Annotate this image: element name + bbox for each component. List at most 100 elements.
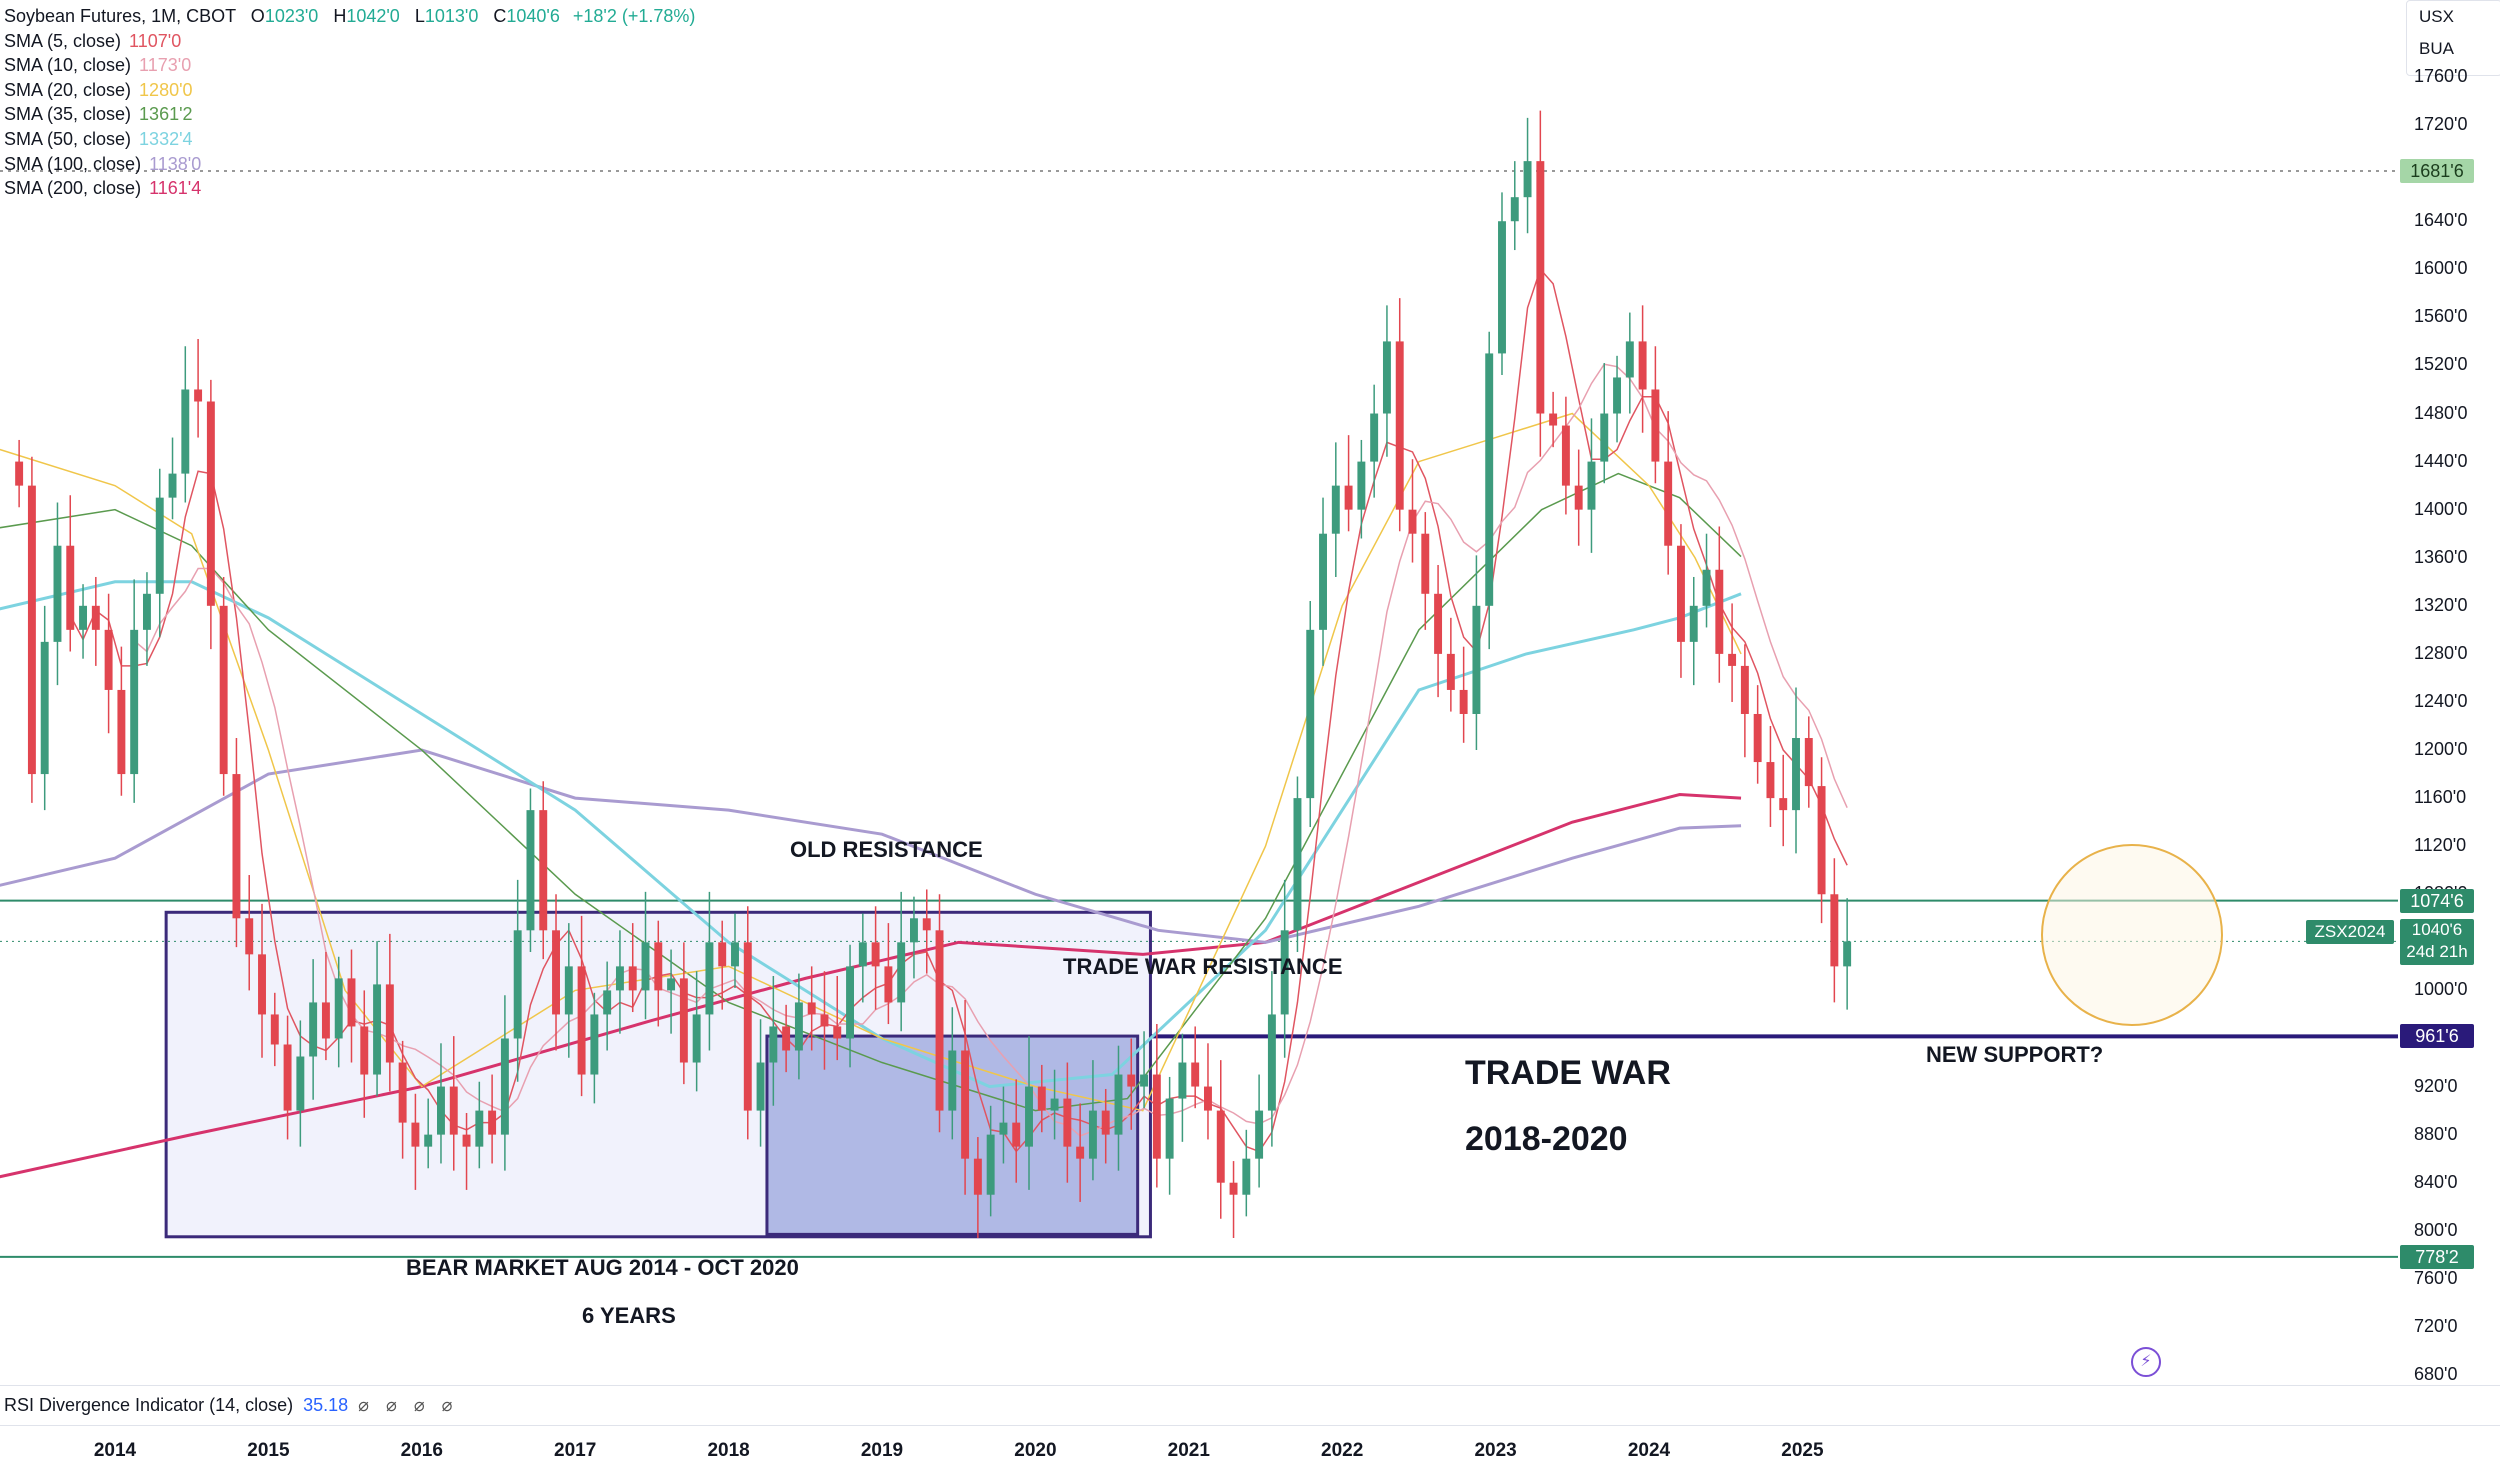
candle-body[interactable] [948, 1050, 957, 1111]
candle-body[interactable] [1216, 1110, 1225, 1183]
candle-body[interactable] [973, 1158, 982, 1195]
candle-body[interactable] [743, 942, 752, 1111]
candle-body[interactable] [1242, 1158, 1251, 1195]
candle-body[interactable] [1664, 461, 1673, 546]
candle-body[interactable] [1421, 533, 1430, 594]
candle-body[interactable] [1779, 798, 1788, 811]
candle-body[interactable] [1178, 1062, 1187, 1099]
candle-body[interactable] [1472, 605, 1481, 714]
candle-body[interactable] [526, 810, 535, 931]
candle-body[interactable] [1676, 545, 1685, 642]
candle-body[interactable] [935, 930, 944, 1111]
symbol-primary[interactable]: USX [2419, 7, 2454, 26]
candle-body[interactable] [1114, 1074, 1123, 1135]
candle-body[interactable] [909, 918, 918, 943]
candle-body[interactable] [513, 930, 522, 1039]
rsi-settings-icons[interactable]: ⌀ ⌀ ⌀ ⌀ [358, 1395, 459, 1415]
candle-body[interactable] [1651, 389, 1660, 462]
candle-body[interactable] [1728, 653, 1737, 666]
candle-body[interactable] [449, 1086, 458, 1135]
candle-body[interactable] [1600, 413, 1609, 462]
candle-body[interactable] [628, 966, 637, 991]
candle-body[interactable] [1740, 665, 1749, 714]
candle-body[interactable] [1434, 593, 1443, 654]
candle-body[interactable] [603, 990, 612, 1015]
candle-body[interactable] [488, 1110, 497, 1135]
candle-body[interactable] [15, 461, 24, 486]
candle-body[interactable] [1804, 738, 1813, 787]
candle-body[interactable] [104, 629, 113, 690]
candle-body[interactable] [1395, 341, 1404, 510]
candle-body[interactable] [1165, 1098, 1174, 1159]
candle-body[interactable] [1702, 569, 1711, 606]
candle-body[interactable] [820, 1014, 829, 1027]
candle-body[interactable] [1510, 197, 1519, 222]
candle-body[interactable] [27, 485, 36, 775]
candle-body[interactable] [500, 1038, 509, 1135]
candle-body[interactable] [373, 984, 382, 1075]
candle-body[interactable] [1229, 1182, 1238, 1195]
candle-body[interactable] [411, 1122, 420, 1147]
candle-body[interactable] [1306, 629, 1315, 799]
candle-body[interactable] [1625, 341, 1634, 378]
candle-body[interactable] [283, 1044, 292, 1111]
candle-body[interactable] [1536, 161, 1545, 414]
candle-body[interactable] [1561, 425, 1570, 486]
candle-body[interactable] [462, 1134, 471, 1147]
candle-body[interactable] [155, 497, 164, 594]
candle-body[interactable] [1498, 221, 1506, 354]
candle-body[interactable] [1523, 161, 1532, 198]
candle-body[interactable] [769, 1026, 778, 1063]
candle-body[interactable] [884, 966, 893, 1003]
candle-body[interactable] [615, 966, 624, 991]
candle-body[interactable] [1101, 1110, 1110, 1135]
candle-body[interactable] [590, 1014, 599, 1075]
candle-body[interactable] [296, 1056, 305, 1111]
candle-body[interactable] [1485, 353, 1494, 606]
candle-body[interactable] [807, 1002, 816, 1015]
indicator-row[interactable]: SMA (10, close) 1173'0 [4, 53, 695, 78]
candle-body[interactable] [168, 473, 177, 498]
candle-body[interactable] [705, 942, 714, 1015]
candle-body[interactable] [206, 401, 215, 606]
candle-body[interactable] [1204, 1086, 1212, 1111]
time-axis[interactable]: 2014 2015 2016 2017 2018 2019 2020 2021 2022 2023… [0, 1425, 2500, 1474]
indicator-row[interactable]: SMA (5, close) 1107'0 [4, 29, 695, 54]
candle-body[interactable] [142, 593, 151, 630]
candle-body[interactable] [564, 966, 573, 1015]
candle-body[interactable] [1293, 798, 1302, 931]
candle-body[interactable] [347, 978, 356, 1027]
candle-body[interactable] [1025, 1086, 1033, 1147]
indicator-row[interactable]: SMA (50, close) 1332'4 [4, 127, 695, 152]
candle-body[interactable] [1331, 485, 1340, 534]
candle-body[interactable] [1319, 533, 1327, 630]
candle-body[interactable] [475, 1110, 484, 1147]
candle-body[interactable] [782, 1026, 791, 1051]
candle-body[interactable] [1574, 485, 1583, 510]
candle-body[interactable] [245, 918, 254, 955]
candle-body[interactable] [1191, 1062, 1200, 1087]
candle-body[interactable] [731, 942, 739, 967]
candle-body[interactable] [1817, 786, 1826, 895]
candle-body[interactable] [1357, 461, 1366, 510]
candle-body[interactable] [1076, 1146, 1085, 1159]
candle-body[interactable] [1050, 1098, 1059, 1111]
candle-body[interactable] [1140, 1074, 1149, 1087]
candle-body[interactable] [999, 1122, 1008, 1135]
candle-body[interactable] [897, 942, 906, 1003]
candle-body[interactable] [1344, 485, 1353, 510]
candle-body[interactable] [871, 942, 880, 967]
candle-body[interactable] [334, 978, 343, 1039]
candle-body[interactable] [1843, 941, 1852, 967]
candle-body[interactable] [692, 1014, 701, 1063]
rsi-pane-header[interactable]: RSI Divergence Indicator (14, close) 35.… [0, 1385, 2500, 1425]
candle-body[interactable] [794, 1002, 803, 1051]
candle-body[interactable] [1830, 894, 1839, 967]
candle-body[interactable] [437, 1086, 445, 1135]
candle-body[interactable] [1127, 1074, 1136, 1087]
candle-body[interactable] [654, 942, 663, 991]
candle-body[interactable] [1088, 1110, 1097, 1159]
candle-body[interactable] [1255, 1110, 1264, 1159]
candle-body[interactable] [833, 1026, 842, 1039]
candle-body[interactable] [1715, 569, 1724, 654]
